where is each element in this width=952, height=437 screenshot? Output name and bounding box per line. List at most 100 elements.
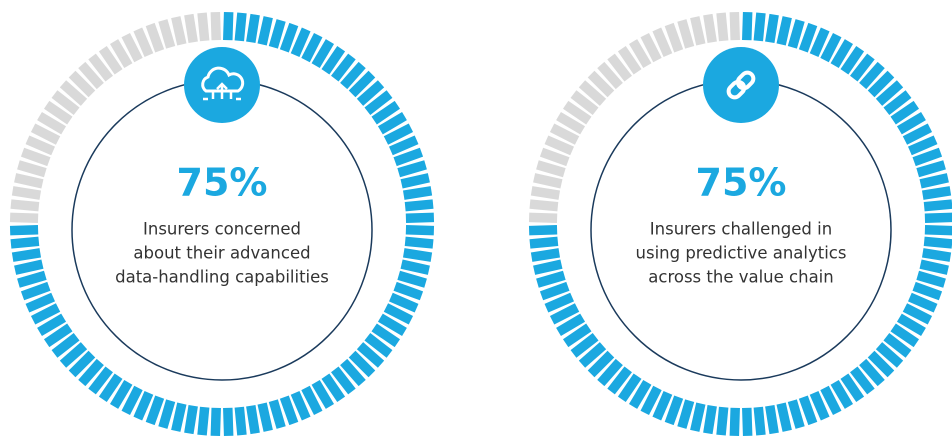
- gauge-segment: [556, 111, 586, 135]
- gauge-segment: [539, 281, 570, 301]
- cloud-icon: [184, 47, 260, 123]
- gauge-segment: [14, 259, 44, 275]
- gauge-segment: [875, 80, 904, 106]
- gauge-segment: [890, 100, 920, 125]
- gauge-segment: [883, 90, 912, 115]
- gauge-segment: [43, 323, 73, 348]
- gauge-segment: [607, 53, 632, 82]
- gauge-segment: [544, 292, 575, 313]
- gauge-segment: [776, 16, 792, 46]
- gauge-segment: [20, 147, 51, 167]
- gauge-segment: [536, 270, 566, 288]
- gauge-segment: [51, 333, 80, 358]
- gauge-segment: [907, 292, 938, 313]
- gauge-segment: [840, 373, 865, 403]
- gauge-segment: [729, 11, 740, 41]
- gauge-segment: [628, 379, 652, 409]
- gauge-segment: [98, 373, 123, 403]
- gauge-segment: [742, 11, 753, 41]
- gauge-segment: [902, 303, 933, 325]
- gauge-segment: [331, 366, 356, 395]
- gauge-segment: [158, 399, 176, 429]
- gauge-segment: [536, 160, 566, 178]
- gauge-segment: [257, 16, 273, 46]
- gauge-segment: [549, 123, 580, 145]
- gauge-segment: [556, 313, 586, 337]
- gauge-segment: [529, 236, 559, 249]
- gauge-segment: [916, 270, 946, 288]
- gauge-segment: [10, 199, 40, 212]
- gauge-segment: [301, 385, 323, 416]
- gauge-segment: [830, 379, 854, 409]
- gauge-segment: [246, 404, 260, 435]
- gauge-segment: [716, 406, 729, 436]
- gauge-segment: [859, 358, 885, 387]
- value-label: 75%: [177, 161, 268, 205]
- gauge-segment: [840, 45, 865, 75]
- gauge-segment: [25, 135, 56, 156]
- gauge-segment: [397, 160, 427, 178]
- gauge-segment: [145, 22, 165, 53]
- gauge-segment: [388, 135, 419, 156]
- caption-line: data-handling capabilities: [115, 268, 329, 287]
- gauge-segment: [356, 80, 385, 106]
- gauge-segment: [364, 90, 393, 115]
- gauge-segment: [787, 399, 805, 429]
- gauge-segment: [321, 373, 346, 403]
- caption-line: Insurers concerned: [143, 220, 301, 239]
- gauge-segment: [400, 173, 430, 189]
- gauge-segment: [549, 303, 580, 325]
- gauge-segment: [377, 313, 407, 337]
- gauge-segment: [223, 407, 234, 437]
- gauge-segment: [587, 350, 615, 378]
- gauge-segment: [850, 366, 875, 395]
- gauge-segment: [9, 225, 39, 236]
- gauge-segment: [402, 248, 433, 262]
- caption-line: about their advanced: [133, 244, 310, 263]
- gauge-segment: [640, 385, 662, 416]
- gauge-segment: [716, 12, 729, 42]
- caption-line: Insurers challenged in: [650, 220, 832, 239]
- gauge-segment: [912, 147, 943, 167]
- gauge-segment: [690, 402, 706, 432]
- gauge-segment: [78, 61, 104, 90]
- gauge-segment: [587, 70, 615, 98]
- gauge-segment: [916, 160, 946, 178]
- gauge-segment: [10, 236, 40, 249]
- gauge-segment: [197, 406, 210, 436]
- gauge-segment: [652, 390, 673, 421]
- gauge-segment: [109, 379, 133, 409]
- gauge-segment: [539, 147, 570, 167]
- gauge-segment: [544, 135, 575, 156]
- gauge-segment: [17, 270, 47, 288]
- gauge-segment: [798, 395, 818, 426]
- gauge-segment: [765, 404, 779, 435]
- gauge-segment: [383, 303, 414, 325]
- gauge-segment: [677, 19, 695, 49]
- gauge-segment: [742, 407, 753, 437]
- gauge-segment: [371, 323, 401, 348]
- gauge-segment: [17, 160, 47, 178]
- gauge-segment: [921, 186, 952, 200]
- gauge-segment: [25, 292, 56, 313]
- gauge-segment: [529, 199, 559, 212]
- gauge-segment: [171, 402, 187, 432]
- gauge-segment: [652, 27, 673, 58]
- gauge-segment: [290, 27, 311, 58]
- gauge-segment: [311, 39, 335, 69]
- gauge-segment: [830, 39, 854, 69]
- gauge-segment: [171, 16, 187, 46]
- gauge-segment: [184, 13, 198, 44]
- gauge-segment: [570, 90, 599, 115]
- gauge-segment: [98, 45, 123, 75]
- gauge-segment: [383, 123, 414, 145]
- gauge-segment: [597, 358, 623, 387]
- gauge-segment: [809, 390, 830, 421]
- gauge-segment: [923, 236, 952, 249]
- gauge-segment: [210, 407, 221, 437]
- gauge-segment: [859, 61, 885, 90]
- gauge-segment: [400, 259, 430, 275]
- gauge-segment: [528, 225, 558, 236]
- gauge-segment: [924, 212, 952, 223]
